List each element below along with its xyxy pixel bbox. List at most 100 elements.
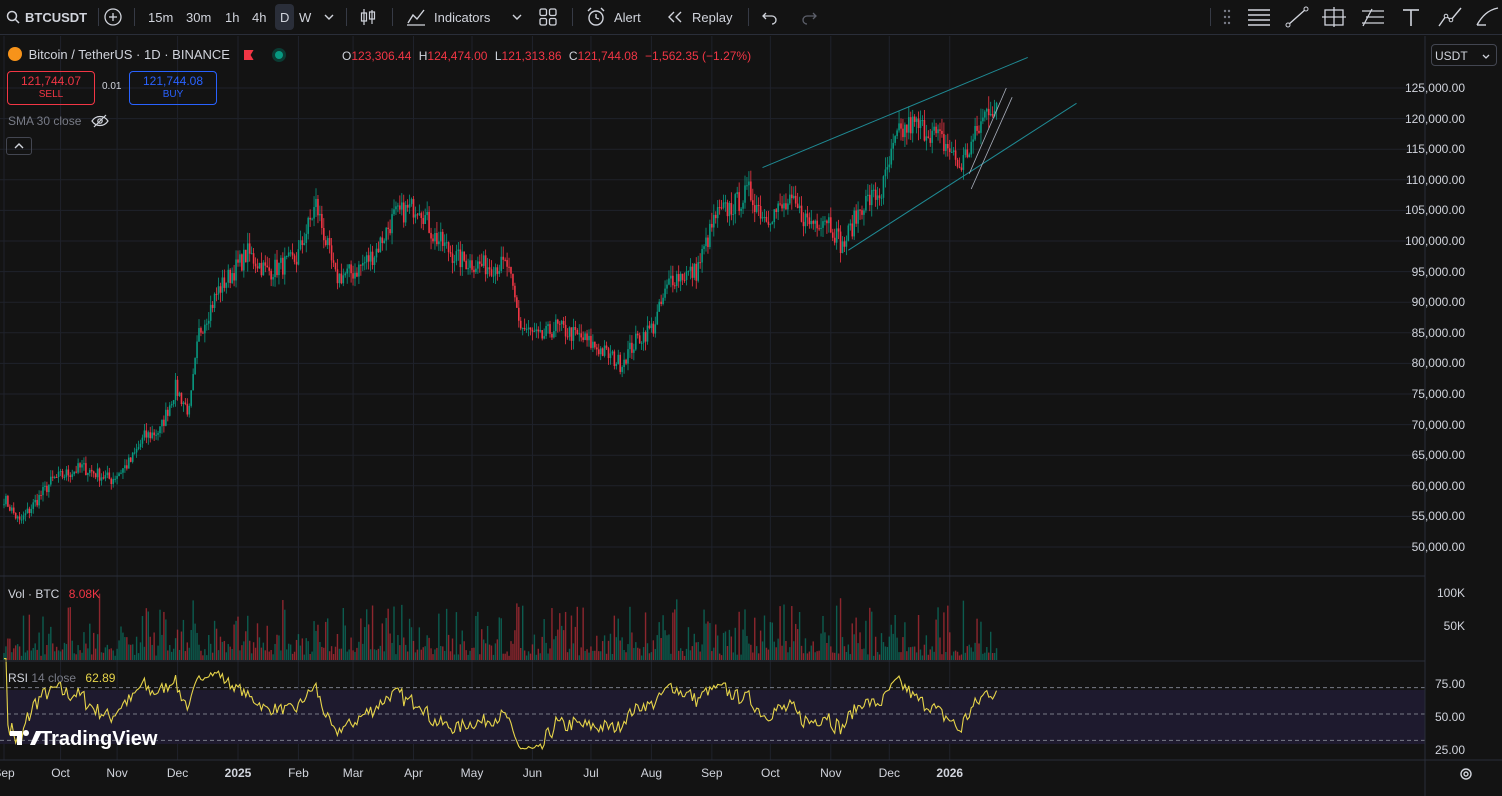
time-tick: Oct	[51, 766, 70, 780]
compare-button[interactable]	[103, 0, 123, 34]
tf-d[interactable]: D	[275, 4, 295, 30]
candle-body	[818, 228, 820, 230]
time-tick: Dec	[878, 766, 900, 780]
time-tick: May	[460, 766, 484, 780]
chevron-down-icon	[1482, 54, 1490, 59]
candle-body	[408, 203, 411, 208]
eye-hidden-icon[interactable]	[90, 114, 109, 128]
close-value: 121,744.08	[577, 49, 638, 63]
volume-bar	[666, 635, 668, 660]
price-tick: 50,000.00	[1411, 540, 1465, 554]
grid	[0, 36, 1425, 760]
candle-body	[609, 353, 612, 359]
volume-bar	[564, 611, 567, 660]
candle-body	[270, 270, 272, 280]
candle-body	[18, 516, 21, 520]
chart-area[interactable]	[0, 36, 1502, 796]
volume-bar	[260, 647, 263, 660]
volume-bar	[208, 634, 210, 660]
sma-legend[interactable]: SMA 30 close	[8, 114, 109, 128]
drag-handle[interactable]	[1222, 0, 1232, 34]
volume-bar	[126, 637, 128, 660]
alert-button[interactable]: Alert	[585, 0, 641, 34]
volume-bar	[71, 640, 73, 660]
pattern-tool[interactable]	[1437, 0, 1463, 34]
candle-body	[20, 519, 23, 521]
volume-bar	[227, 644, 229, 660]
brush-tool[interactable]	[1474, 0, 1500, 34]
candle-body	[943, 134, 945, 151]
fib-tool[interactable]	[1360, 0, 1386, 34]
candle-body	[42, 486, 44, 496]
buy-button[interactable]: 121,744.08 BUY	[129, 71, 217, 105]
candle-body	[50, 476, 52, 485]
candle-body	[726, 202, 729, 217]
flag-icon[interactable]	[243, 50, 254, 60]
volume-bar	[137, 653, 140, 660]
undo-button[interactable]	[761, 0, 779, 34]
volume-bar	[744, 609, 746, 660]
tf-4h[interactable]: 4h	[252, 9, 267, 25]
volume-bar	[483, 639, 485, 660]
candle-body	[968, 154, 971, 158]
horizontal-lines-tool[interactable]	[1246, 0, 1272, 34]
sell-button[interactable]: 121,744.07 SELL	[7, 71, 95, 105]
candle-body	[800, 205, 803, 222]
timeframe-dropdown[interactable]	[322, 0, 336, 34]
volume-bar	[289, 644, 292, 660]
replay-button[interactable]: Replay	[666, 0, 732, 34]
candle-body	[744, 185, 746, 203]
volume-bar	[559, 613, 561, 660]
time-tick: Mar	[342, 766, 364, 780]
projection-tool[interactable]	[1322, 0, 1346, 34]
volume-bar	[993, 652, 996, 660]
channel-line	[762, 56, 1028, 169]
tf-15m[interactable]: 15m	[148, 9, 174, 25]
candle-body	[738, 192, 740, 211]
candle-body	[250, 253, 253, 255]
tf-1h[interactable]: 1h	[225, 9, 240, 25]
tf-w[interactable]: W	[299, 9, 312, 25]
collapse-legend-button[interactable]	[6, 137, 32, 155]
volume-bar	[13, 648, 15, 660]
tf-30m[interactable]: 30m	[186, 9, 212, 25]
gear-icon[interactable]	[1458, 766, 1474, 782]
candle-body	[781, 204, 783, 209]
candle-body	[63, 476, 66, 478]
candle-body	[945, 143, 947, 151]
candle-body	[545, 326, 547, 337]
brush-icon	[1476, 7, 1499, 26]
candle-body	[258, 262, 261, 269]
candle-body	[931, 130, 933, 143]
candle-body	[650, 323, 653, 329]
indicators-dropdown[interactable]	[510, 0, 524, 34]
volume-bar	[777, 638, 779, 660]
volume-bar	[229, 646, 231, 660]
indicators-button[interactable]: Indicators	[405, 0, 490, 34]
redo-button[interactable]	[800, 0, 818, 34]
symbol-search[interactable]: BTCUSDT	[6, 0, 87, 34]
candle-body	[677, 274, 680, 282]
volume-bar	[765, 647, 768, 660]
candle-body	[243, 249, 245, 271]
chart-type-button[interactable]	[358, 0, 378, 34]
candle-body	[112, 479, 114, 485]
candle-body	[22, 515, 25, 520]
candle-body	[26, 508, 29, 514]
volume-bar	[475, 615, 477, 660]
candle-body	[145, 430, 148, 438]
volume-bar	[738, 611, 740, 660]
templates-button[interactable]	[538, 0, 558, 34]
candle-body	[75, 471, 77, 473]
candle-body	[32, 502, 35, 509]
currency-select[interactable]: USDT	[1431, 44, 1497, 66]
text-tool[interactable]	[1400, 0, 1422, 34]
redo-icon	[802, 12, 817, 25]
candle-body	[833, 237, 836, 243]
volume-bar	[611, 653, 614, 660]
volume-bar	[118, 640, 120, 660]
trend-line-tool[interactable]	[1285, 0, 1309, 34]
candle-body	[954, 150, 957, 160]
candle-body	[422, 218, 425, 225]
volume-bar	[590, 646, 592, 660]
